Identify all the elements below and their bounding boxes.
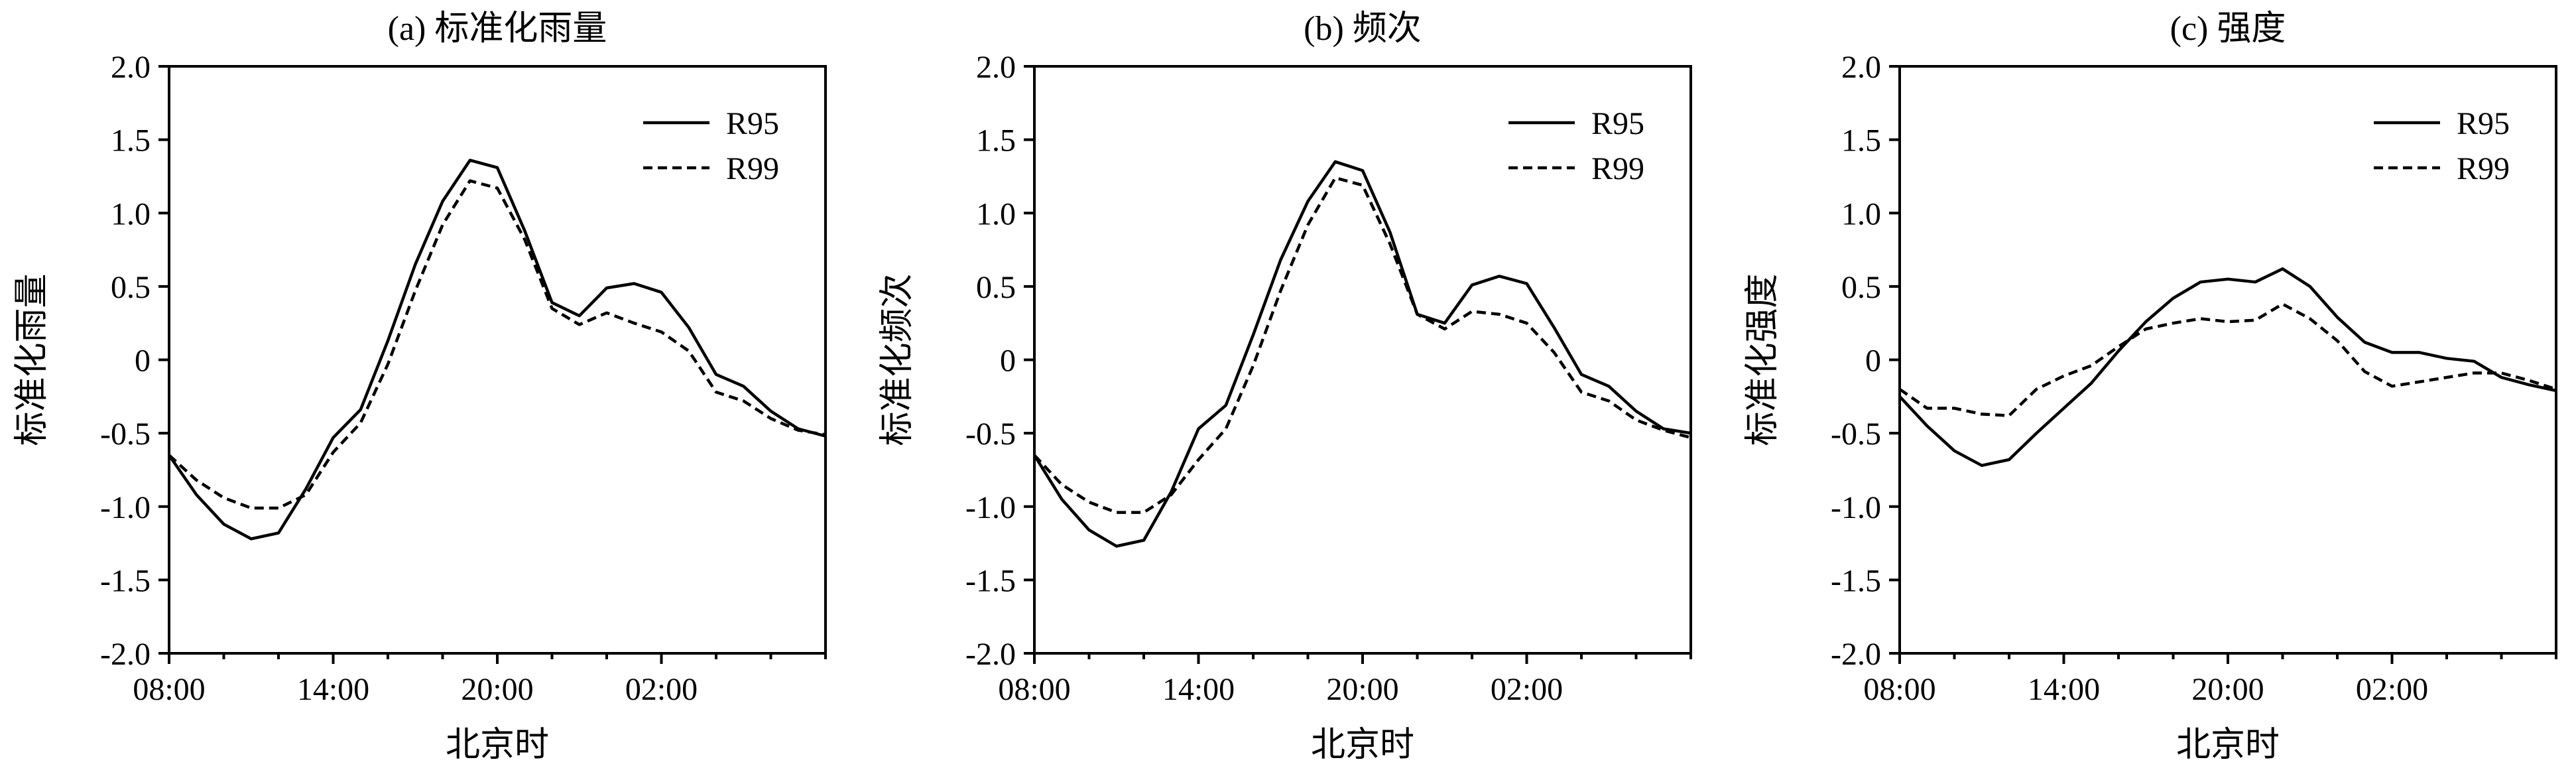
- panel-c-series-r95-line: [1898, 267, 2557, 468]
- panel-a-y-tick-label: -2.0: [100, 637, 151, 672]
- panel-a-y-tick-label: 0: [135, 344, 151, 379]
- panel-c-y-axis-label: 标准化强度: [1744, 273, 1782, 446]
- panel-b-x-axis-label: 北京时: [1311, 726, 1414, 764]
- panel-b-y-tick-label: -0.5: [965, 417, 1016, 452]
- panel-a-series-r95-line: [168, 159, 826, 541]
- panel-b: (b) 频次 北京时 标准化频次 2.0 1.5 1.0 0.5 0 -0.5 -1.0 -1…: [879, 10, 1692, 764]
- panel-c-y-tick-label: 0: [1865, 344, 1881, 379]
- panel-b-y-tick-label: -1.0: [965, 490, 1016, 525]
- panel-a-x-tick-label: 08:00: [133, 672, 205, 707]
- panel-b-y-tick-label: 0.5: [976, 270, 1016, 305]
- panel-b-y-tick-label: 0: [1000, 344, 1016, 379]
- panel-c-x-tick-label: 02:00: [2356, 672, 2428, 707]
- panel-a-x-tick-label: 02:00: [625, 672, 698, 707]
- panel-b-title: (b) 频次: [1304, 10, 1422, 48]
- panel-c-title: (c) 强度: [2170, 10, 2286, 48]
- panel-c-y-tick-label: -0.5: [1831, 417, 1881, 452]
- panel-a-series-r99-line: [168, 179, 826, 510]
- panel-a-y-tick-label: -0.5: [100, 417, 151, 452]
- panel-c: (c) 强度 北京时 标准化强度 2.0 1.5 1.0 0.5 0 -0.5 -1.0 -1…: [1744, 10, 2557, 764]
- panel-c-y-tick-label: 1.5: [1841, 123, 1881, 159]
- panel-c-y-tick-label: -1.5: [1831, 563, 1881, 598]
- panel-b-legend-label-r95: R95: [1591, 106, 1644, 141]
- panel-a-y-tick-label: 0.5: [111, 270, 151, 305]
- panel-b-legend-label-r99: R99: [1591, 151, 1644, 186]
- panel-a-x-tick-label: 14:00: [297, 672, 369, 707]
- panel-a-x-tick-label: 20:00: [461, 672, 533, 707]
- panel-a-title: (a) 标准化雨量: [388, 10, 607, 48]
- panel-b-x-tick-label: 20:00: [1326, 672, 1398, 707]
- panel-a: (a) 标准化雨量 北京时 标准化雨量 2.0 1.5 1.0 0.5 0 -0.5 -1.…: [13, 10, 827, 764]
- panel-b-series-r99-line: [1033, 176, 1691, 514]
- panel-a-y-tick-label: 2.0: [111, 50, 151, 85]
- panel-a-y-tick-label: 1.5: [111, 123, 151, 159]
- panel-b-x-tick-label: 08:00: [998, 672, 1070, 707]
- panel-c-x-tick-label: 08:00: [1863, 672, 1935, 707]
- panel-a-y-axis-label: 标准化雨量: [13, 273, 51, 446]
- panel-b-y-axis-label: 标准化频次: [879, 273, 916, 446]
- panel-c-y-tick-label: -1.0: [1831, 490, 1881, 525]
- panel-c-y-tick-label: 0.5: [1841, 270, 1881, 305]
- panel-c-y-tick-label: 2.0: [1841, 50, 1881, 85]
- panel-c-x-axis-label: 北京时: [2176, 726, 2280, 764]
- panel-a-y-tick-label: -1.0: [100, 490, 151, 525]
- panel-c-series-r99-line: [1898, 302, 2557, 417]
- panel-b-y-tick-label: 1.0: [976, 196, 1016, 231]
- panel-b-y-tick-label: 1.5: [976, 123, 1016, 159]
- panel-b-y-tick-label: -2.0: [965, 637, 1016, 672]
- panel-a-y-tick-label: 1.0: [111, 196, 151, 231]
- panel-c-legend-label-r99: R99: [2457, 151, 2510, 186]
- panel-b-series-r95-line: [1033, 160, 1691, 548]
- panel-b-y-tick-label: 2.0: [976, 50, 1016, 85]
- panel-a-x-axis-label: 北京时: [446, 726, 549, 764]
- panel-c-x-tick-label: 20:00: [2191, 672, 2264, 707]
- panel-a-y-tick-label: -1.5: [100, 563, 151, 598]
- panel-a-legend-label-r99: R99: [726, 151, 779, 186]
- panel-b-x-tick-label: 02:00: [1491, 672, 1563, 707]
- panel-b-y-tick-label: -1.5: [965, 563, 1016, 598]
- panel-c-legend-label-r95: R95: [2457, 106, 2510, 141]
- panel-c-x-tick-label: 14:00: [2028, 672, 2100, 707]
- panel-a-legend-label-r95: R95: [726, 106, 779, 141]
- panel-c-y-tick-label: -2.0: [1831, 637, 1881, 672]
- panel-c-y-tick-label: 1.0: [1841, 196, 1881, 231]
- panel-b-x-tick-label: 14:00: [1162, 672, 1235, 707]
